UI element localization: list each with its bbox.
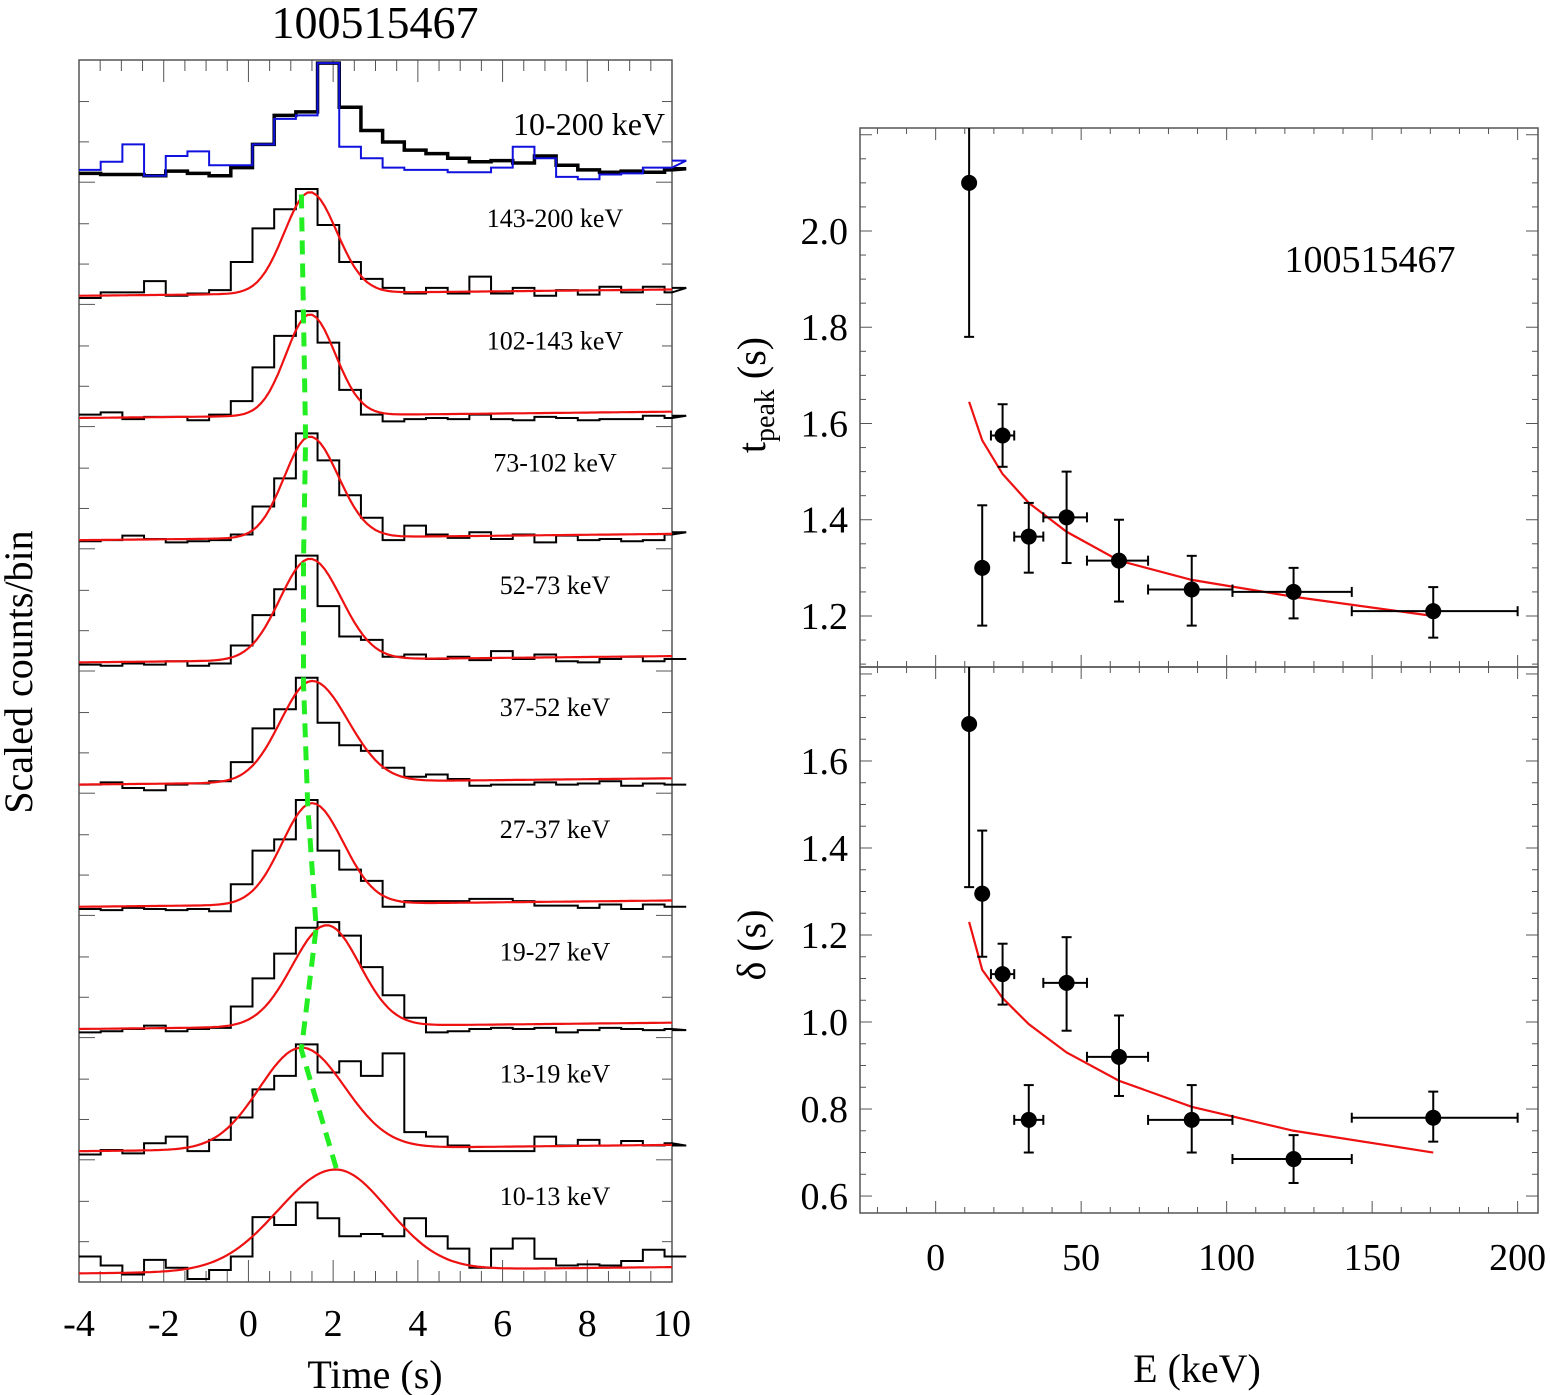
y-tick-label: 1.4 [801,500,849,542]
data-point [1425,1109,1442,1126]
data-point [1285,583,1302,600]
plot-frame [859,666,1539,1214]
data-point [1285,1151,1302,1168]
grb-id-annotation: 100515467 [1285,239,1456,281]
y-tick-label: 2.0 [801,211,849,253]
power-law-fit-curve [968,921,1434,1154]
y-tick-label: 0.6 [801,1176,849,1218]
energy-band-label: 10-200 keV [513,106,665,142]
light-curve-overlay [79,62,687,181]
energy-band-label: 13-19 keV [500,1060,611,1089]
data-point [961,715,978,732]
plot-frame [78,59,673,1283]
energy-band-label: 73-102 keV [493,449,617,478]
x-tick-label: 6 [493,1303,512,1345]
pulse-fit-curve [78,313,672,420]
data-point [1058,509,1075,526]
light-curve-histogram [79,798,687,913]
y-axis-label: Scaled counts/bin [0,530,41,813]
pulse-fit-curve [78,435,672,542]
pulse-fit-curve [78,801,672,908]
pulse-fit-curve [78,1168,672,1275]
energy-band-label: 10-13 keV [500,1182,611,1211]
y-tick-label: 1.2 [801,596,849,638]
x-tick-label: 8 [578,1303,597,1345]
data-point [1058,974,1075,991]
data-point [1020,1111,1037,1128]
x-tick-label: -2 [148,1303,180,1345]
ylabel-unit: (s) [729,337,774,389]
light-curve-histogram [79,921,687,1034]
y-tick-label: 0.8 [801,1089,849,1131]
data-point [1020,528,1037,545]
y-tick-label: 1.6 [801,741,849,783]
data-point [974,559,991,576]
x-tick-label: 0 [239,1303,258,1345]
data-point [1425,603,1442,620]
data-point [974,885,991,902]
y-axis-label-tpeak: tpeak (s) [729,337,781,453]
x-tick-label: 200 [1489,1237,1546,1279]
energy-band-label: 102-143 keV [487,326,624,355]
data-point [961,174,978,191]
x-tick-label: 100 [1198,1237,1255,1279]
x-tick-label: 2 [324,1303,343,1345]
data-point [1110,1048,1127,1065]
x-tick-label: 0 [926,1237,945,1279]
light-curve-histogram [79,1201,687,1280]
data-point [1110,552,1127,569]
y-tick-label: 1.0 [801,1002,849,1044]
light-curve-chart: 100515467 Time (s) Scaled counts/bin -4 -2 0 2… [0,0,691,1395]
x-axis-label: Time (s) [307,1352,442,1395]
x-tick-label: 4 [408,1303,427,1345]
y-tick-label: 1.4 [801,828,849,870]
ylabel-subscript: peak [750,389,781,442]
x-tick-label: 150 [1344,1237,1401,1279]
y-tick-label: 1.8 [801,307,849,349]
y-tick-label: 1.6 [801,403,849,445]
pulse-fit-curve [78,679,672,786]
light-curve-total [79,61,687,178]
y-axis-label-delta: δ (s) [729,909,774,980]
energy-band-label: 27-37 keV [500,815,611,844]
x-tick-label: 50 [1062,1237,1100,1279]
data-point [994,966,1011,983]
x-axis-label: E (keV) [1133,1346,1261,1391]
data-point [1183,581,1200,598]
pulse-fit-curve [78,191,672,297]
y-tick-label: 1.2 [801,915,849,957]
pulse-fit-curve [78,1046,672,1153]
pulse-fit-curve [78,557,672,664]
x-tick-label: -4 [63,1303,95,1345]
energy-band-label: 19-27 keV [500,937,611,966]
lag-energy-chart: E (keV) 0 50 100 150 200 1.2 1.4 1.6 1.8 2.0 0.6 0.8… [729,127,1546,1391]
pulse-fit-curve [78,924,672,1031]
power-law-fit-curve [968,401,1434,618]
chart-title: 100515467 [272,0,479,48]
energy-band-label: 52-73 keV [500,571,611,600]
x-tick-label: 10 [653,1303,691,1345]
light-curve-histogram [79,432,687,544]
data-point [1183,1111,1200,1128]
peak-time-line [298,194,340,1173]
energy-band-label: 37-52 keV [500,693,611,722]
light-curve-histogram [79,310,687,423]
ylabel-main: t [729,442,774,453]
energy-band-label: 143-200 keV [487,204,624,233]
data-point [994,427,1011,444]
